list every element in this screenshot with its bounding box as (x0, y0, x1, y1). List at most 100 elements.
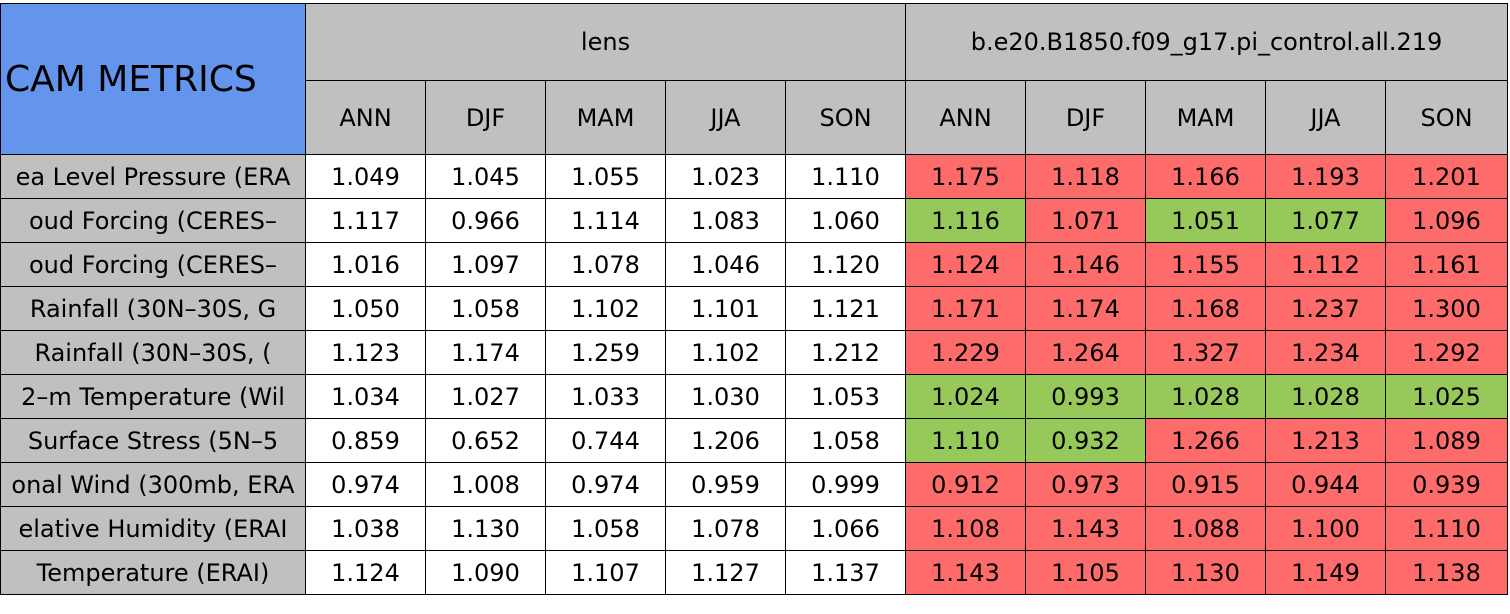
metric-cell: 1.161 (1385, 242, 1508, 287)
column-header: MAM (545, 80, 666, 155)
row: ea Level Pressure (ERA 1.049 1.045 1.055 1.0… (0, 154, 1508, 199)
metric-cell: 1.112 (1265, 242, 1386, 287)
row: ANN DJF MAM JJA SON ANN DJF MAM JJA SON (1, 80, 1508, 155)
metric-cell: 1.118 (1025, 154, 1146, 199)
metric-cell: 1.234 (1265, 330, 1386, 375)
metric-cell: 1.071 (1025, 198, 1146, 243)
metric-cell: 1.105 (1025, 550, 1146, 595)
row-label: oud Forcing (CERES– (0, 242, 306, 287)
metric-cell: 0.993 (1025, 374, 1146, 419)
column-header: JJA (1265, 80, 1386, 155)
column-header: ANN (905, 80, 1026, 155)
column-header: SON (785, 80, 906, 155)
metric-cell: 1.058 (545, 506, 666, 551)
row: oud Forcing (CERES– 1.117 0.966 1.114 1.083 1… (0, 198, 1508, 243)
column-header: ANN (305, 80, 426, 155)
metric-cell: 1.110 (785, 154, 906, 199)
metric-cell: 1.193 (1265, 154, 1386, 199)
metric-cell: 1.168 (1145, 286, 1266, 331)
row-label: Rainfall (30N–30S, G (0, 286, 306, 331)
metric-cell: 1.077 (1265, 198, 1386, 243)
metric-cell: 1.008 (425, 462, 546, 507)
metric-cell: 0.859 (305, 418, 426, 463)
metric-cell: 1.137 (785, 550, 906, 595)
metric-cell: 1.123 (305, 330, 426, 375)
metric-cell: 1.206 (665, 418, 786, 463)
metric-cell: 1.016 (305, 242, 426, 287)
metric-cell: 1.049 (305, 154, 426, 199)
metric-cell: 1.143 (905, 550, 1026, 595)
row-label: oud Forcing (CERES– (0, 198, 306, 243)
metric-cell: 1.107 (545, 550, 666, 595)
metric-cell: 1.121 (785, 286, 906, 331)
metric-cell: 1.083 (665, 198, 786, 243)
metric-cell: 0.959 (665, 462, 786, 507)
metric-cell: 0.974 (305, 462, 426, 507)
metric-cell: 1.058 (425, 286, 546, 331)
metric-cell: 0.966 (425, 198, 546, 243)
metric-cell: 1.030 (665, 374, 786, 419)
row-label: Surface Stress (5N–5 (0, 418, 306, 463)
metric-cell: 1.027 (425, 374, 546, 419)
metric-cell: 1.292 (1385, 330, 1508, 375)
metric-cell: 1.033 (545, 374, 666, 419)
metric-cell: 1.100 (1265, 506, 1386, 551)
metric-cell: 1.264 (1025, 330, 1146, 375)
metric-cell: 1.108 (905, 506, 1026, 551)
metric-cell: 1.046 (665, 242, 786, 287)
metric-cell: 1.034 (305, 374, 426, 419)
metric-cell: 0.652 (425, 418, 546, 463)
metric-cell: 1.130 (1145, 550, 1266, 595)
metric-cell: 0.932 (1025, 418, 1146, 463)
metric-cell: 1.060 (785, 198, 906, 243)
row-label: ea Level Pressure (ERA (0, 154, 306, 199)
metric-cell: 0.912 (905, 462, 1026, 507)
metric-cell: 1.089 (1385, 418, 1508, 463)
metric-cell: 1.143 (1025, 506, 1146, 551)
metric-cell: 1.055 (545, 154, 666, 199)
metric-cell: 1.024 (905, 374, 1026, 419)
column-header: DJF (1025, 80, 1146, 155)
column-header: MAM (1145, 80, 1266, 155)
metric-cell: 1.174 (1025, 286, 1146, 331)
metric-cell: 1.066 (785, 506, 906, 551)
metric-cell: 1.053 (785, 374, 906, 419)
metric-cell: 1.171 (905, 286, 1026, 331)
metric-cell: 1.124 (905, 242, 1026, 287)
row: CAM METRICS lens b.e20.B1850.f09_g17.pi_co… (0, 3, 1508, 155)
metric-cell: 1.101 (665, 286, 786, 331)
row: onal Wind (300mb, ERA 0.974 1.008 0.974 0.95… (0, 462, 1508, 507)
metric-cell: 1.025 (1385, 374, 1508, 419)
row: elative Humidity (ERAI 1.038 1.130 1.058 1.0… (0, 506, 1508, 551)
row: oud Forcing (CERES– 1.016 1.097 1.078 1.046 1… (0, 242, 1508, 287)
row-label: elative Humidity (ERAI (0, 506, 306, 551)
metric-cell: 1.213 (1265, 418, 1386, 463)
metric-cell: 0.973 (1025, 462, 1146, 507)
row: 2–m Temperature (Wil 1.034 1.027 1.033 1.030… (0, 374, 1508, 419)
metric-cell: 1.166 (1145, 154, 1266, 199)
metric-cell: 1.229 (905, 330, 1026, 375)
metric-cell: 1.117 (305, 198, 426, 243)
metric-cell: 1.096 (1385, 198, 1508, 243)
row-label: onal Wind (300mb, ERA (0, 462, 306, 507)
metric-cell: 1.138 (1385, 550, 1508, 595)
metric-cell: 1.124 (305, 550, 426, 595)
metric-cell: 0.999 (785, 462, 906, 507)
metric-cell: 1.090 (425, 550, 546, 595)
metric-cell: 1.120 (785, 242, 906, 287)
metric-cell: 1.300 (1385, 286, 1508, 331)
metric-cell: 1.130 (425, 506, 546, 551)
metric-cell: 1.078 (665, 506, 786, 551)
metric-cell: 1.110 (905, 418, 1026, 463)
metric-cell: 1.146 (1025, 242, 1146, 287)
metric-cell: 1.102 (545, 286, 666, 331)
metric-cell: 1.097 (425, 242, 546, 287)
metric-cell: 1.212 (785, 330, 906, 375)
metrics-table: CAM METRICS lens b.e20.B1850.f09_g17.pi_co… (0, 3, 1508, 595)
table-title: CAM METRICS (0, 3, 306, 155)
page: CAM METRICS lens b.e20.B1850.f09_g17.pi_co… (0, 3, 1510, 614)
row: Temperature (ERAI) 1.124 1.090 1.107 1.127 1.… (0, 550, 1508, 595)
metric-cell: 0.974 (545, 462, 666, 507)
column-header: JJA (665, 80, 786, 155)
column-header: SON (1385, 80, 1508, 155)
